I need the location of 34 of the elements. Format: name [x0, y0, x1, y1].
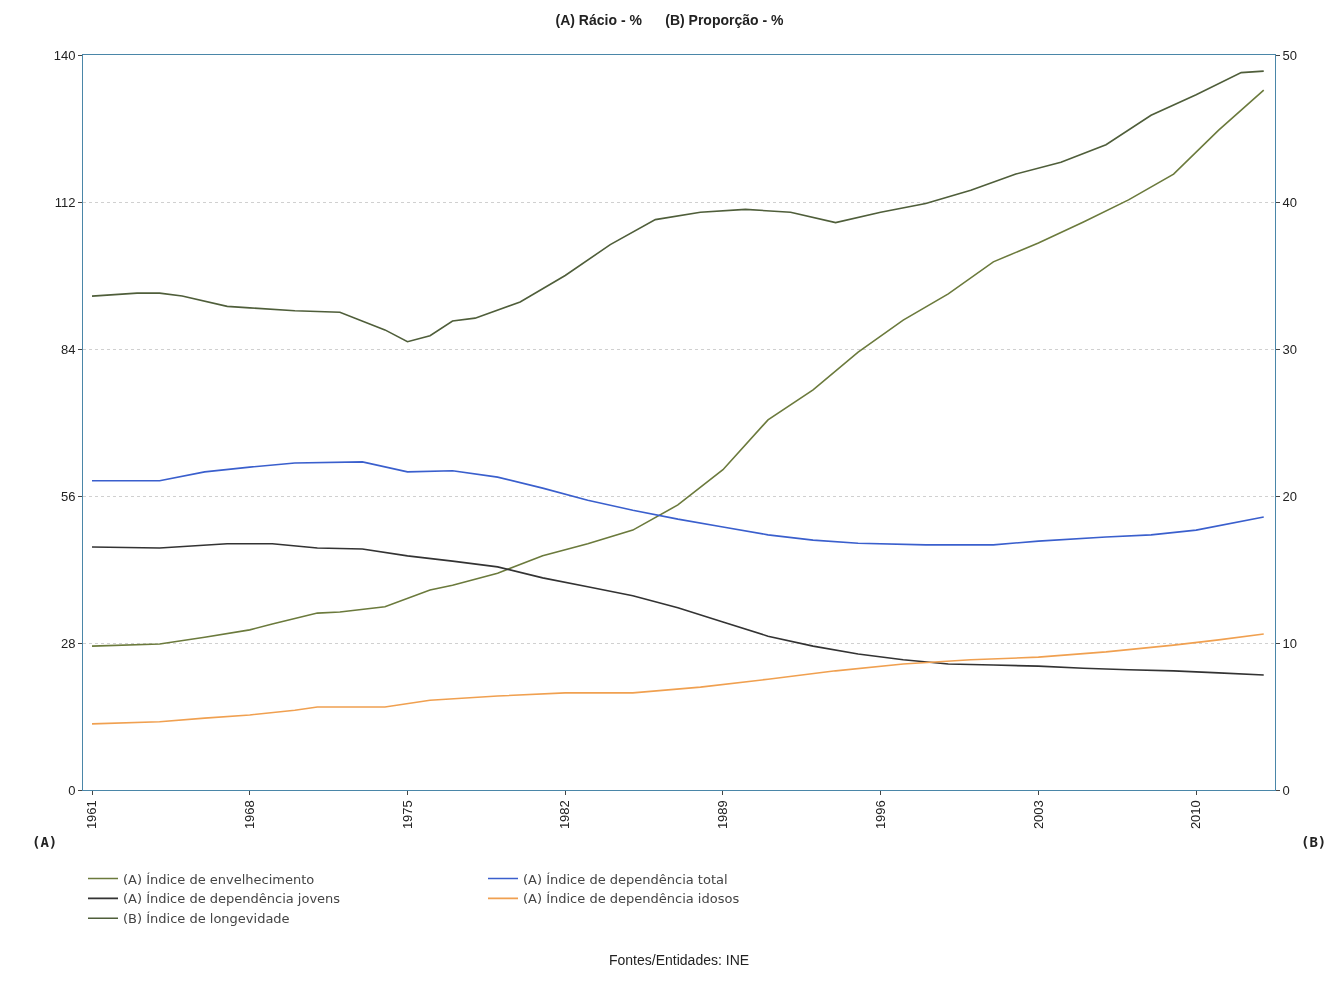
- chart-title: (A) Rácio - % (B) Proporção - %: [555, 11, 784, 28]
- x-tick-label: 2003: [1030, 800, 1046, 830]
- x-tick-label: 1982: [557, 800, 573, 830]
- y-tick-label: 140: [53, 47, 76, 63]
- x-tick-label: 1996: [872, 800, 888, 830]
- legend-label: (A) Índice de envelhecimento: [123, 871, 315, 887]
- y-tick-label: 0: [68, 782, 76, 798]
- line-series: [91, 70, 1265, 343]
- y2-tick-label: 50: [1282, 47, 1298, 63]
- x-tick-label: 1989: [715, 800, 731, 830]
- line-series: [91, 461, 1265, 546]
- x-tick-label: 2010: [1188, 800, 1204, 830]
- legend-label: (B) Índice de longevidade: [123, 911, 290, 927]
- line-series: [91, 633, 1265, 725]
- y-axis-title: (A): [32, 834, 58, 850]
- y-tick-label: 84: [60, 341, 76, 357]
- x-tick-label: 1968: [241, 800, 257, 830]
- text: Fontes/Entidades: INE: [609, 952, 750, 968]
- y2-axis-title: (B): [1301, 834, 1327, 850]
- y2-tick-label: 10: [1282, 635, 1298, 651]
- y2-tick-label: 20: [1282, 488, 1298, 504]
- x-tick-label: 1975: [399, 800, 415, 830]
- line-series: [91, 542, 1265, 676]
- y-tick-label: 112: [54, 194, 76, 210]
- y2-tick-label: 0: [1282, 782, 1290, 798]
- y-tick-label: 28: [60, 635, 76, 651]
- legend-label: (A) Índice de dependência total: [523, 871, 728, 887]
- legend-label: (A) Índice de dependência idosos: [523, 891, 740, 907]
- y-tick-label: 56: [60, 488, 76, 504]
- x-tick-label: 1961: [84, 800, 100, 830]
- line-series: [91, 89, 1265, 647]
- y2-tick-label: 30: [1282, 341, 1298, 357]
- y2-tick-label: 40: [1282, 194, 1298, 210]
- legend-label: (A) Índice de dependência jovens: [123, 891, 341, 907]
